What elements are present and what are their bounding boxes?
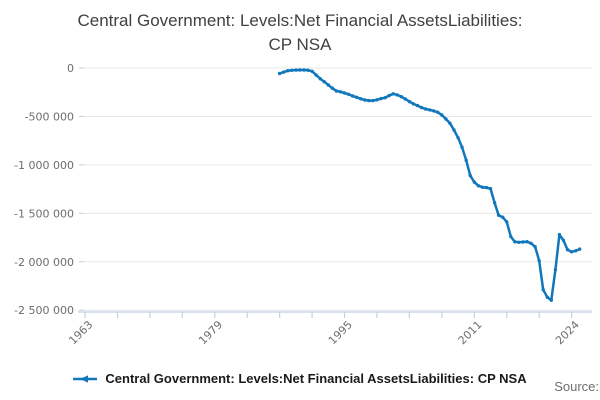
- data-point-marker[interactable]: [350, 94, 355, 98]
- data-point-marker[interactable]: [314, 73, 318, 77]
- data-point-marker[interactable]: [383, 96, 387, 100]
- data-point-marker[interactable]: [346, 92, 351, 97]
- x-axis-label: 1979: [196, 318, 225, 347]
- data-point-marker[interactable]: [460, 145, 464, 150]
- data-point-marker[interactable]: [363, 98, 367, 102]
- data-point-marker[interactable]: [306, 68, 310, 72]
- data-point-marker[interactable]: [545, 295, 549, 299]
- data-point-marker[interactable]: [574, 249, 578, 253]
- y-axis-label: -2 000 000: [14, 256, 74, 269]
- y-axis-label: 0: [67, 62, 74, 75]
- data-point-marker[interactable]: [318, 77, 322, 81]
- chart-title-line2: CP NSA: [268, 34, 332, 54]
- data-point-marker[interactable]: [310, 69, 314, 74]
- x-axis-label: 2011: [456, 318, 485, 347]
- data-point-marker[interactable]: [553, 268, 558, 272]
- data-point-marker[interactable]: [326, 83, 330, 87]
- data-point-marker[interactable]: [476, 184, 480, 188]
- data-point-marker[interactable]: [415, 103, 420, 108]
- y-axis-label: -500 000: [25, 110, 74, 123]
- data-point-marker[interactable]: [298, 68, 302, 72]
- data-point-marker[interactable]: [367, 98, 371, 103]
- legend-series-label: Central Government: Levels:Net Financial…: [105, 371, 527, 386]
- data-point-marker[interactable]: [533, 245, 537, 249]
- data-point-marker[interactable]: [484, 185, 489, 190]
- data-point-marker[interactable]: [452, 128, 456, 132]
- data-point-marker[interactable]: [379, 96, 383, 101]
- data-point-marker[interactable]: [480, 185, 485, 189]
- data-point-marker[interactable]: [302, 68, 306, 72]
- data-point-marker[interactable]: [541, 288, 545, 292]
- data-point-marker[interactable]: [440, 113, 444, 117]
- data-point-marker[interactable]: [355, 95, 359, 100]
- data-point-marker[interactable]: [436, 110, 440, 115]
- y-axis-label: -1 500 000: [14, 207, 74, 220]
- data-point-marker[interactable]: [322, 80, 326, 84]
- data-point-marker[interactable]: [342, 91, 347, 95]
- data-point-marker[interactable]: [557, 232, 562, 237]
- data-point-marker[interactable]: [428, 108, 432, 112]
- data-point-marker[interactable]: [359, 97, 363, 101]
- y-axis-label: -1 000 000: [14, 159, 74, 172]
- source-label: Source:: [554, 379, 599, 394]
- data-point-marker[interactable]: [456, 136, 460, 140]
- data-point-marker[interactable]: [294, 68, 298, 72]
- data-point-marker[interactable]: [419, 105, 424, 110]
- data-point-marker[interactable]: [423, 107, 428, 111]
- data-point-marker[interactable]: [496, 213, 501, 217]
- data-point-marker[interactable]: [578, 247, 582, 251]
- data-point-marker[interactable]: [464, 158, 468, 162]
- data-point-marker[interactable]: [448, 121, 452, 125]
- data-point-marker[interactable]: [282, 70, 286, 74]
- data-point-marker[interactable]: [529, 241, 533, 245]
- data-point-marker[interactable]: [371, 98, 375, 103]
- data-point-marker[interactable]: [399, 95, 403, 99]
- data-point-marker[interactable]: [334, 89, 339, 93]
- series-line[interactable]: [278, 68, 581, 302]
- data-point-marker[interactable]: [286, 69, 290, 73]
- data-point-marker[interactable]: [565, 248, 570, 252]
- data-point-marker[interactable]: [488, 186, 493, 191]
- data-point-marker[interactable]: [432, 109, 436, 113]
- legend[interactable]: Central Government: Levels:Net Financial…: [0, 371, 600, 386]
- data-point-marker[interactable]: [517, 240, 521, 244]
- data-point-marker[interactable]: [509, 234, 513, 239]
- data-point-marker[interactable]: [407, 99, 412, 104]
- chart-title: Central Government: Levels:Net Financial…: [0, 9, 600, 57]
- x-axis-label: 1963: [66, 318, 95, 347]
- x-axis-label: 2024: [553, 318, 582, 347]
- data-point-marker[interactable]: [277, 71, 282, 76]
- data-point-marker[interactable]: [403, 97, 407, 101]
- data-point-marker[interactable]: [472, 180, 476, 184]
- data-point-marker[interactable]: [444, 117, 448, 121]
- data-point-marker[interactable]: [330, 86, 335, 90]
- data-point-marker[interactable]: [492, 201, 497, 205]
- data-point-marker[interactable]: [391, 92, 395, 96]
- x-axis-label: 1995: [326, 318, 355, 347]
- data-point-marker[interactable]: [290, 68, 294, 73]
- legend-series-marker-icon: [73, 374, 98, 383]
- data-point-marker[interactable]: [549, 298, 553, 302]
- data-point-marker[interactable]: [561, 238, 566, 243]
- data-point-marker[interactable]: [468, 173, 472, 178]
- data-point-marker[interactable]: [411, 102, 416, 106]
- data-point-marker[interactable]: [395, 93, 399, 97]
- data-point-marker[interactable]: [338, 90, 343, 94]
- data-point-marker[interactable]: [505, 220, 509, 224]
- data-point-marker[interactable]: [521, 240, 525, 244]
- data-point-marker[interactable]: [525, 240, 529, 244]
- data-point-marker[interactable]: [569, 250, 574, 254]
- data-point-marker[interactable]: [387, 93, 391, 98]
- data-point-marker[interactable]: [501, 215, 505, 219]
- data-point-marker[interactable]: [513, 240, 517, 244]
- data-point-marker[interactable]: [537, 259, 541, 263]
- data-point-marker[interactable]: [375, 98, 379, 102]
- y-axis-label: -2 500 000: [14, 304, 74, 317]
- chart-title-line1: Central Government: Levels:Net Financial…: [77, 11, 523, 30]
